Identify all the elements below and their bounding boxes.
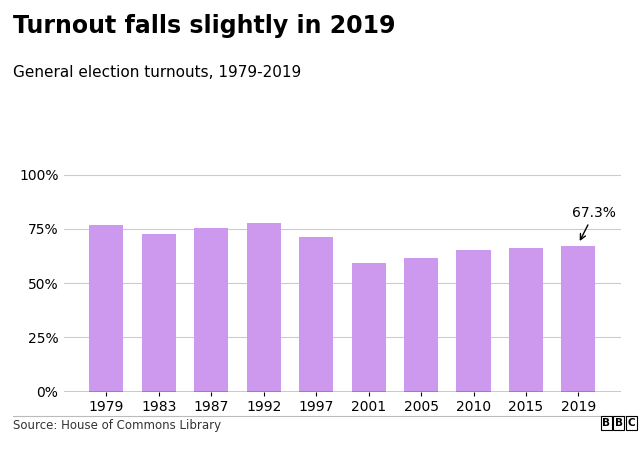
Text: C: C <box>628 418 636 428</box>
Bar <box>142 234 176 392</box>
Bar <box>404 258 438 392</box>
Bar <box>194 228 228 392</box>
Text: B: B <box>615 418 623 428</box>
Bar <box>246 223 281 392</box>
Bar <box>509 248 543 392</box>
Bar <box>90 225 124 392</box>
Bar <box>456 251 491 392</box>
Text: General election turnouts, 1979-2019: General election turnouts, 1979-2019 <box>13 65 301 80</box>
Bar <box>299 237 333 392</box>
Text: 67.3%: 67.3% <box>572 206 616 240</box>
Bar <box>561 246 595 392</box>
Bar <box>351 263 386 392</box>
Text: Turnout falls slightly in 2019: Turnout falls slightly in 2019 <box>13 14 396 37</box>
Text: Source: House of Commons Library: Source: House of Commons Library <box>13 418 221 432</box>
Text: B: B <box>602 418 610 428</box>
